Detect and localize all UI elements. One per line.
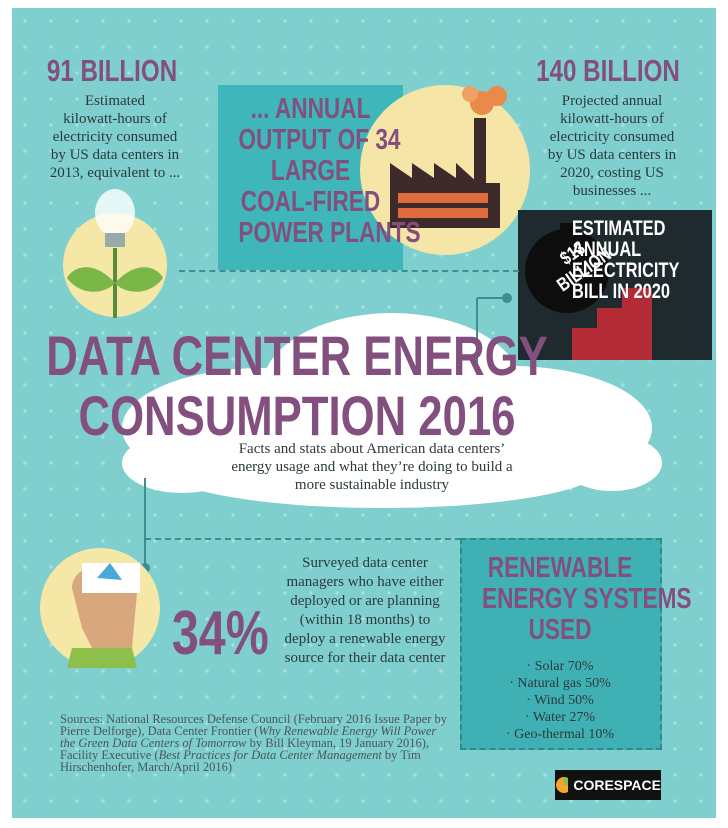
text-line: source for their data center: [265, 649, 465, 668]
logo-icon: [555, 776, 568, 794]
text-line: deploy a renewable energy: [265, 630, 465, 649]
survey-value: 34%: [172, 598, 242, 669]
sources: Sources: National Resources Defense Coun…: [60, 713, 450, 773]
text-line: ... ANNUAL: [238, 94, 382, 125]
title-line: USED: [482, 615, 638, 646]
text-line: ANNUAL: [572, 239, 681, 260]
list-item: Water 27%: [460, 709, 660, 726]
text-line: ELECTRICITY: [572, 260, 681, 281]
title-line: ENERGY SYSTEMS: [482, 584, 638, 615]
renewable-list: Solar 70%Natural gas 50%Wind 50%Water 27…: [460, 658, 660, 743]
text-line: Projected annual: [512, 92, 712, 110]
text-line: Facts and stats about American data cent…: [202, 440, 542, 458]
list-item: Wind 50%: [460, 692, 660, 709]
logo-text: CORESPACE: [573, 777, 661, 793]
text-line: LARGE: [238, 156, 382, 187]
list-item: Solar 70%: [460, 658, 660, 675]
text-line: kilowatt-hours of: [512, 110, 712, 128]
text-line: managers who have either: [265, 573, 465, 592]
title-line: DATA CENTER ENERGY: [44, 326, 551, 386]
logo: CORESPACE: [555, 770, 661, 800]
text-line: by US data centers in: [15, 146, 215, 164]
dashed-line: [179, 270, 519, 272]
text-line: electricity consumed: [512, 128, 712, 146]
stat-value: 91 BILLION: [34, 53, 190, 89]
text-line: kilowatt-hours of: [15, 110, 215, 128]
text-line: OUTPUT OF 34: [238, 125, 382, 156]
text-line: (within 18 months) to: [265, 611, 465, 630]
dashed-line: [145, 538, 461, 540]
text-line: energy usage and what they’re doing to b…: [202, 458, 542, 476]
text-line: COAL-FIRED: [238, 187, 382, 218]
text-line: by US data centers in: [512, 146, 712, 164]
text-line: 2020, costing US: [512, 164, 712, 182]
text-line: Surveyed data center: [265, 554, 465, 573]
title-line: RENEWABLE: [482, 553, 638, 584]
subtitle: Facts and stats about American data cent…: [202, 440, 542, 494]
text-line: POWER PLANTS: [238, 218, 382, 249]
text-line: businesses ...: [512, 182, 712, 200]
text-line: ESTIMATED: [572, 218, 681, 239]
text-line: electricity consumed: [15, 128, 215, 146]
list-item: Natural gas 50%: [460, 675, 660, 692]
text-line: deployed or are planning: [265, 592, 465, 611]
title-line: CONSUMPTION 2016: [44, 386, 551, 446]
list-item: Geo-thermal 10%: [460, 726, 660, 743]
text-line: Estimated: [15, 92, 215, 110]
text-line: more sustainable industry: [202, 476, 542, 494]
stat-value: 140 BILLION: [530, 53, 686, 89]
text-line: BILL IN 2020: [572, 281, 681, 302]
text-line: 2013, equivalent to ...: [15, 164, 215, 182]
